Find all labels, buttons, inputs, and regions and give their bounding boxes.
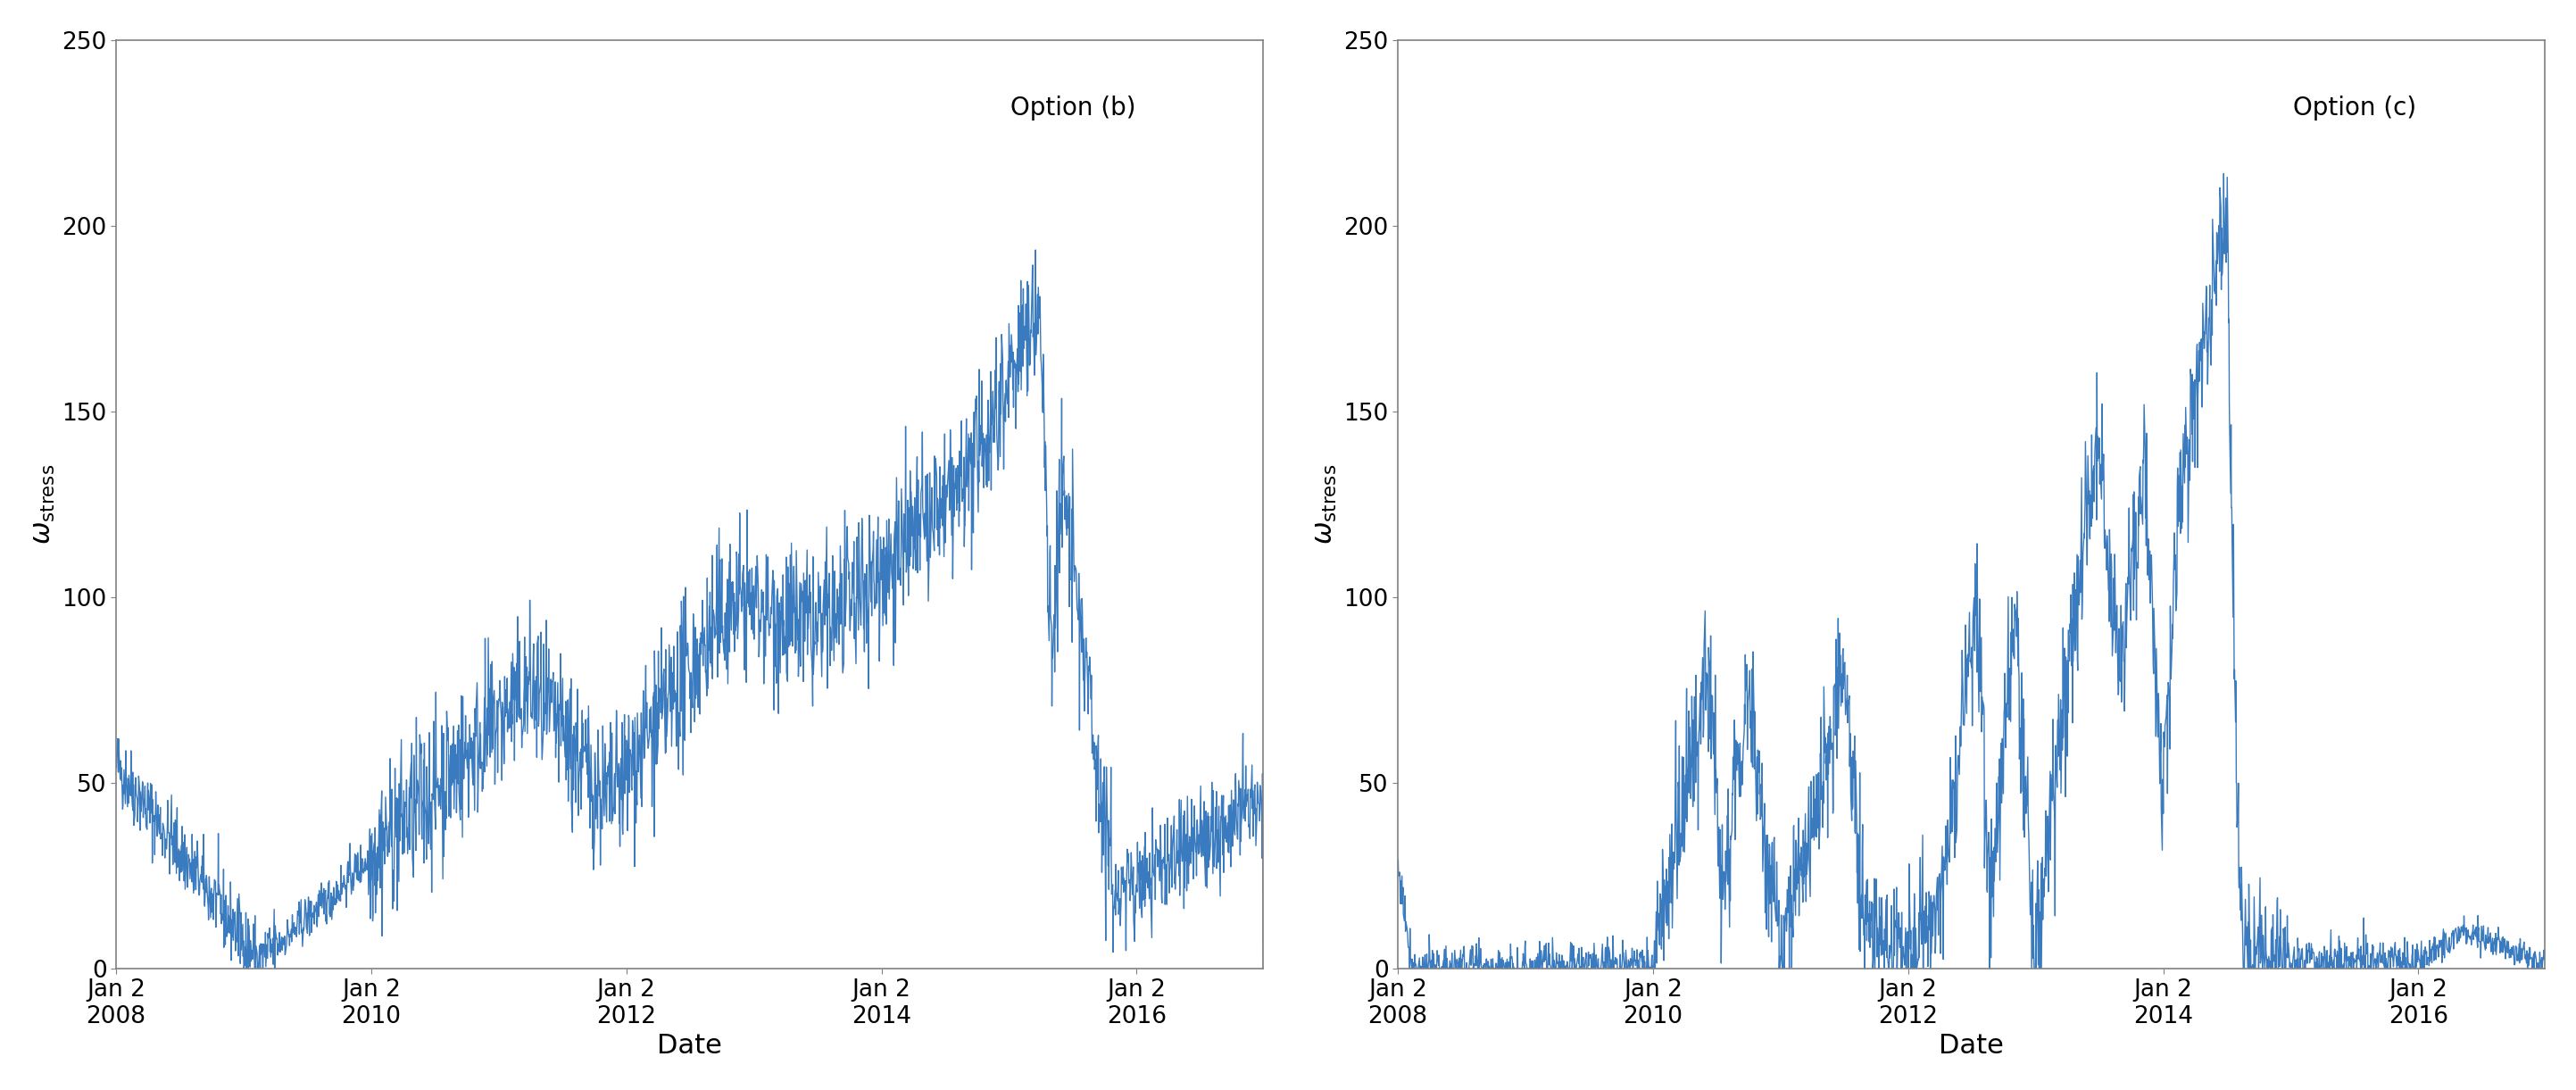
X-axis label: Date: Date (657, 1033, 721, 1059)
X-axis label: Date: Date (1940, 1033, 2004, 1059)
Y-axis label: $\omega_{\mathregular{stress}}$: $\omega_{\mathregular{stress}}$ (31, 464, 57, 545)
Text: Option (b): Option (b) (1010, 96, 1136, 121)
Text: Option (c): Option (c) (2293, 96, 2416, 121)
Y-axis label: $\omega_{\mathregular{stress}}$: $\omega_{\mathregular{stress}}$ (1314, 464, 1340, 545)
